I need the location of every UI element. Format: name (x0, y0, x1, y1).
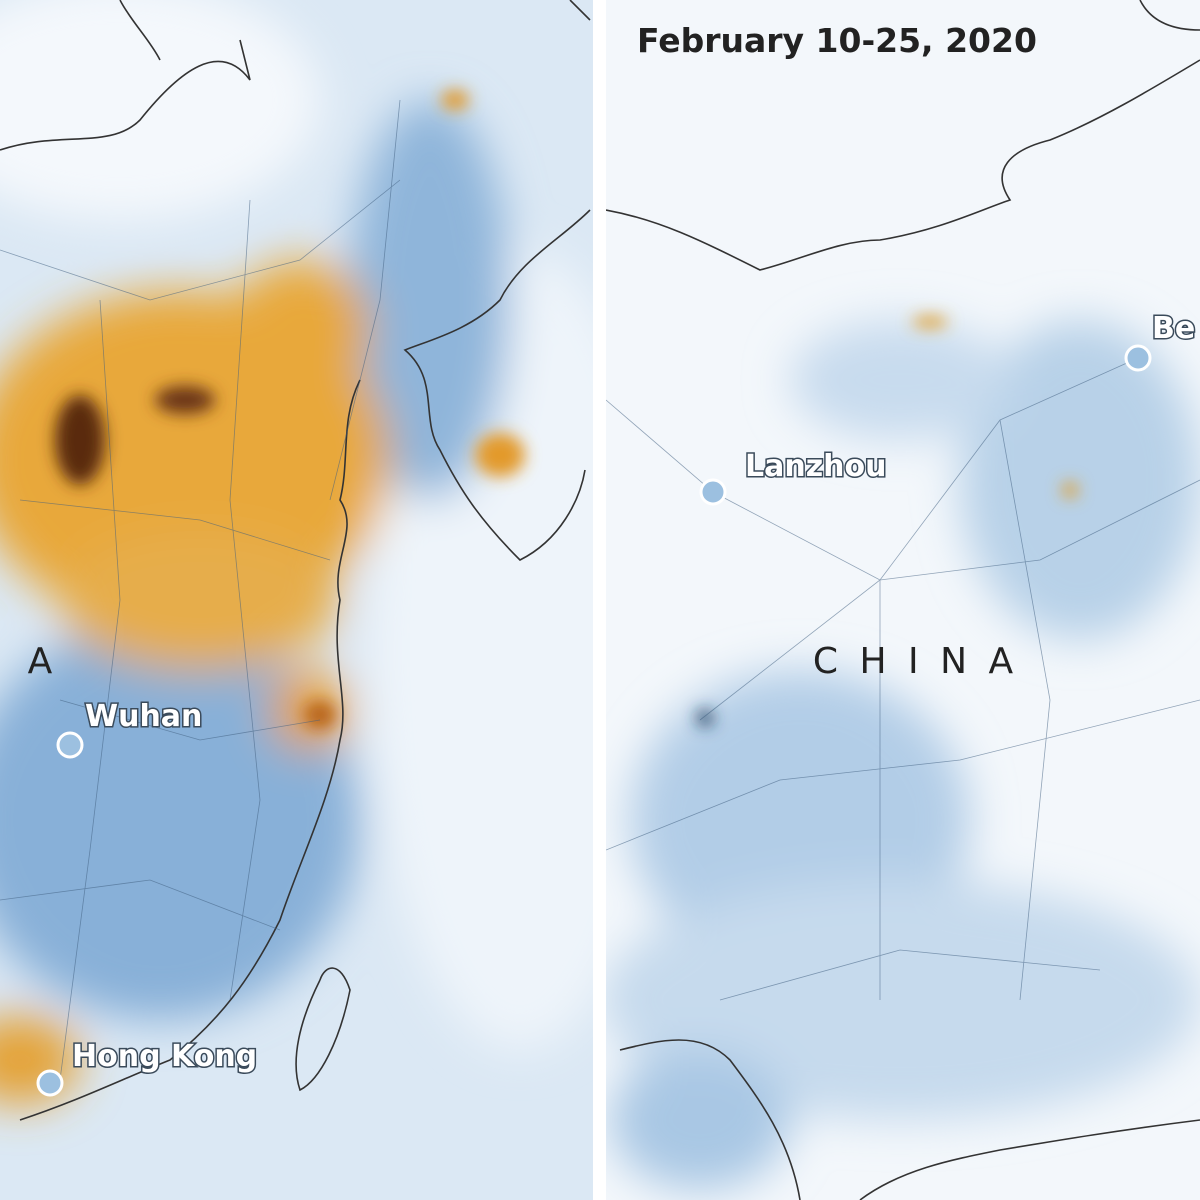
city-label: Lanzhou (745, 449, 887, 484)
hotspots (55, 90, 525, 729)
roads (0, 99, 401, 1081)
no2-layer (606, 320, 1200, 1190)
country-label: A (28, 641, 53, 682)
country-label: C H I N A (813, 641, 1014, 682)
city-label: Wuhan (85, 699, 202, 734)
city-label: Hong Kong (72, 1039, 257, 1074)
left-panel: A Wuhan Hong Kong (0, 0, 593, 1200)
hotspots (697, 316, 1078, 726)
city-label: Be (1152, 311, 1195, 346)
border (606, 0, 1200, 1200)
no2-layer (0, 0, 593, 1105)
date-title: February 10-25, 2020 (637, 21, 1037, 60)
city-marker (36, 1069, 64, 1097)
city-marker (1124, 344, 1152, 372)
coastline (0, 0, 591, 1121)
city-marker (56, 731, 84, 759)
right-panel: February 10-25, 2020 Be Lanzhou C H I N … (606, 0, 1200, 1200)
city-marker (699, 478, 727, 506)
roads (606, 357, 1200, 1001)
